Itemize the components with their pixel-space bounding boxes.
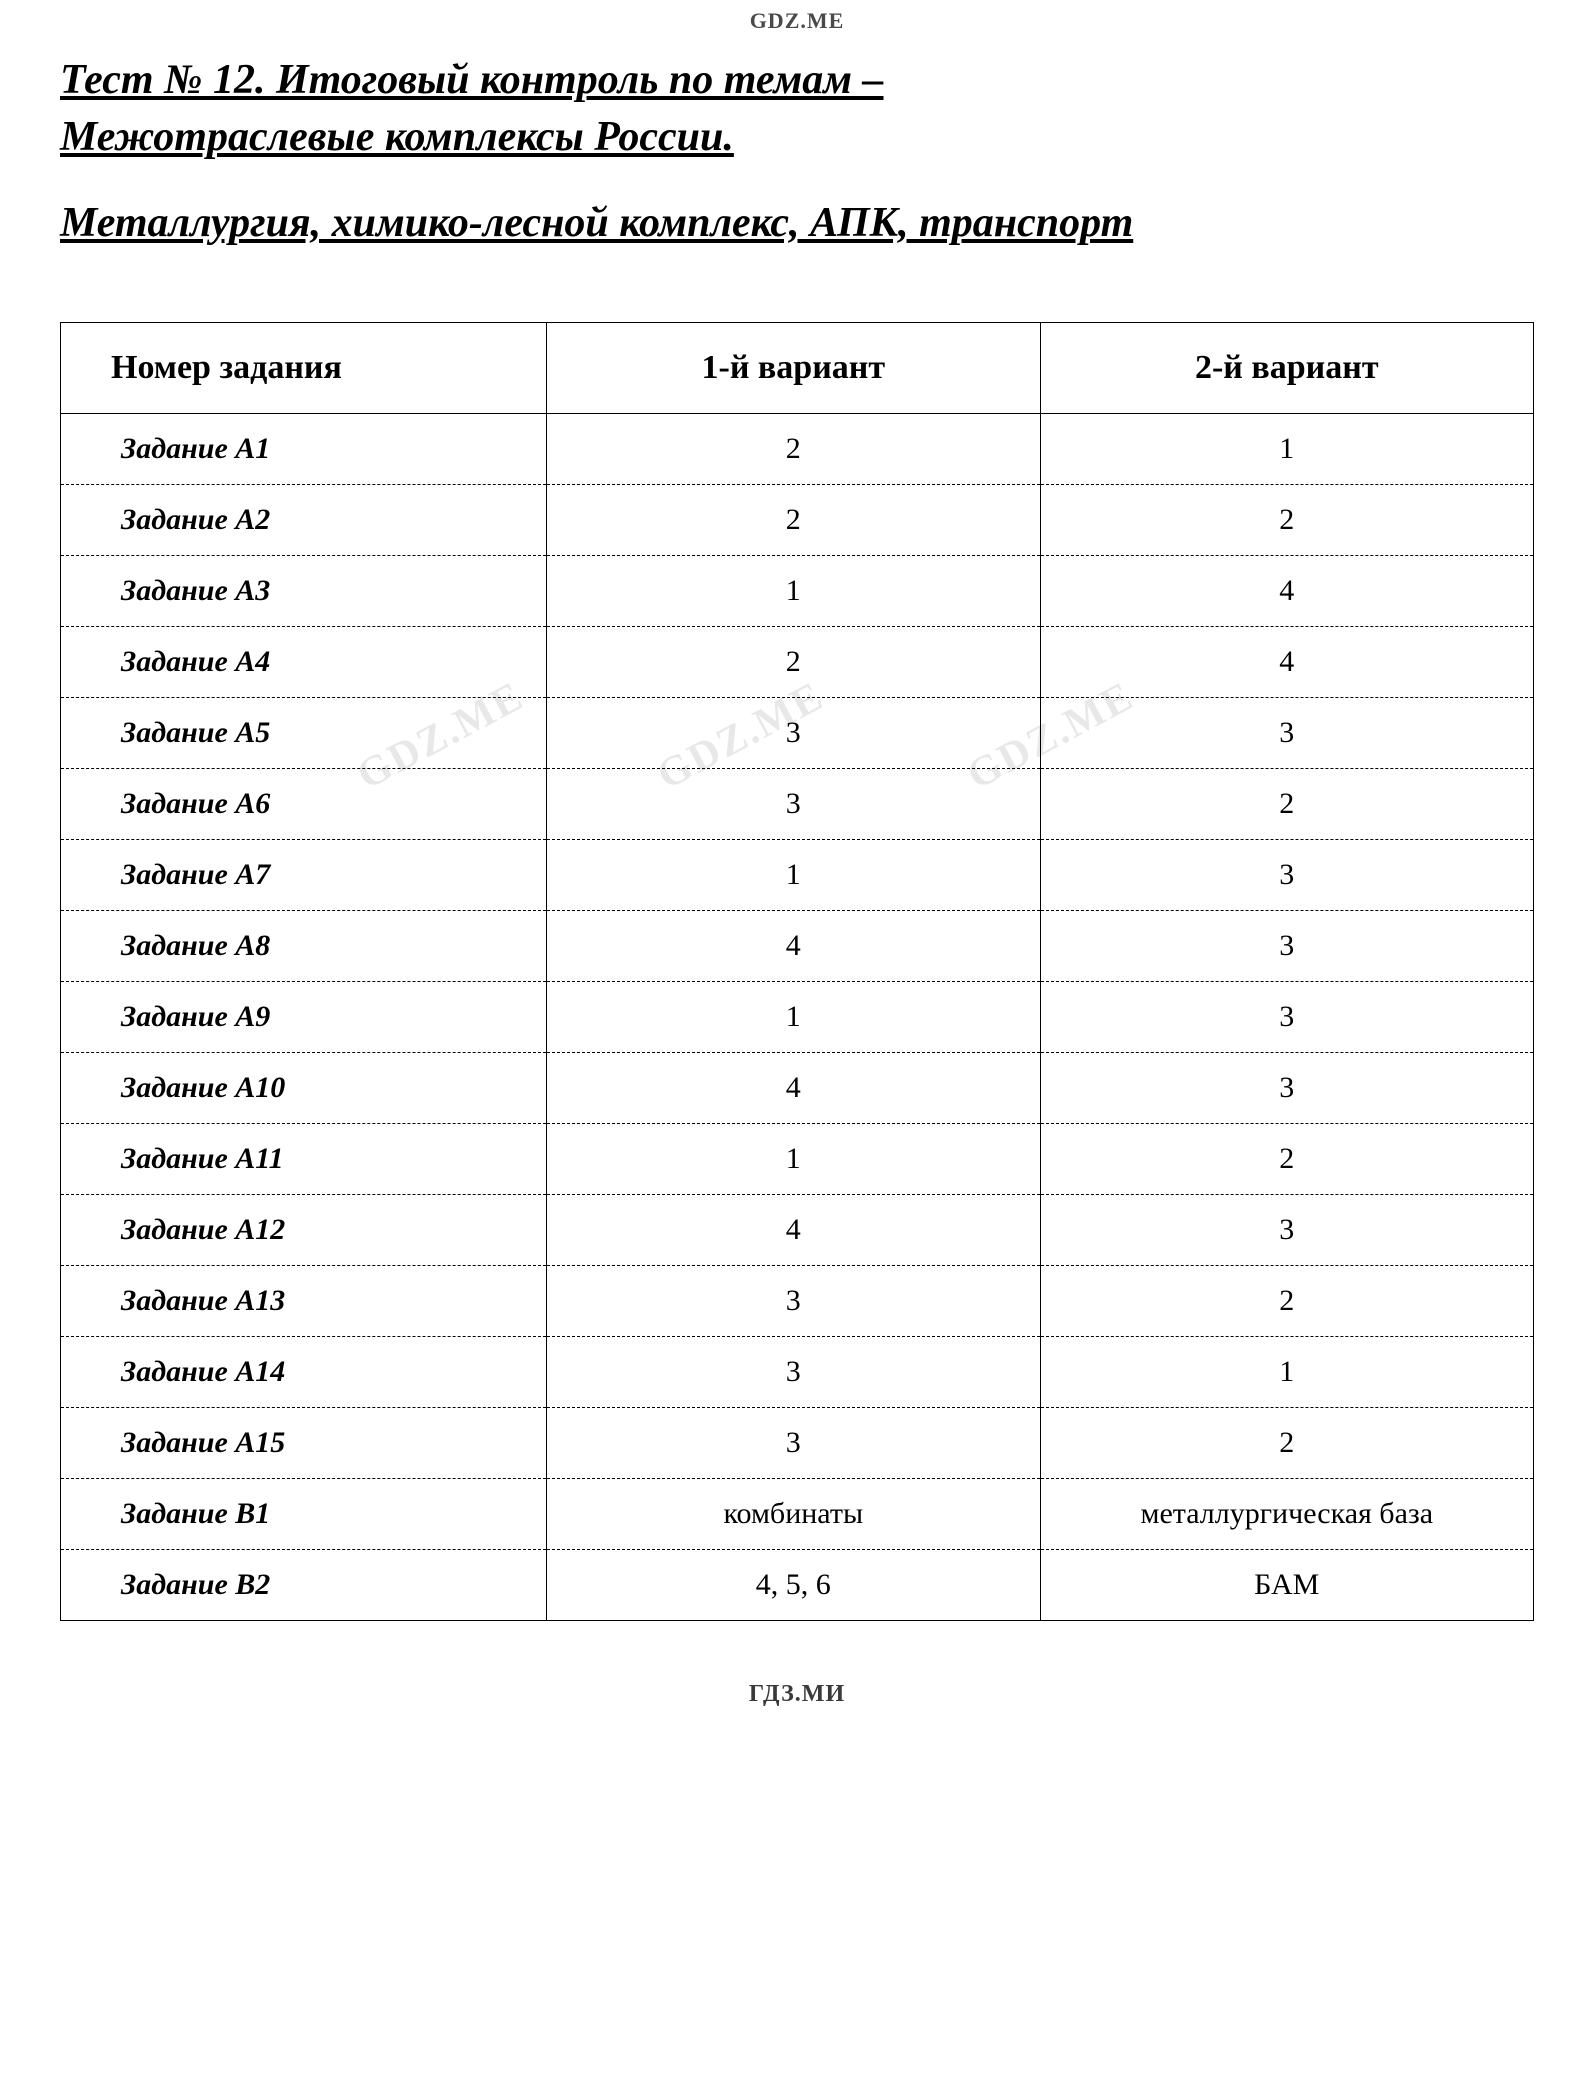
variant2-cell: 2 — [1040, 769, 1533, 840]
variant1-cell: 4 — [547, 911, 1040, 982]
table-row: Задание A1332 — [61, 1266, 1534, 1337]
variant2-cell: 3 — [1040, 1195, 1533, 1266]
col-header-variant1: 1-й вариант — [547, 323, 1040, 414]
task-cell: Задание A7 — [61, 840, 547, 911]
variant1-cell: 4 — [547, 1195, 1040, 1266]
table-row: Задание A1112 — [61, 1124, 1534, 1195]
watermark-bottom: ГДЗ.МИ — [60, 1621, 1534, 1728]
table-row: Задание B1комбинатыметаллургическая база — [61, 1479, 1534, 1550]
table-row: Задание A843 — [61, 911, 1534, 982]
table-row: Задание A314 — [61, 556, 1534, 627]
table-header-row: Номер задания 1-й вариант 2-й вариант — [61, 323, 1534, 414]
variant1-cell: 3 — [547, 698, 1040, 769]
variant1-cell: 2 — [547, 485, 1040, 556]
task-cell: Задание A10 — [61, 1053, 547, 1124]
variant2-cell: 4 — [1040, 556, 1533, 627]
variant2-cell: 2 — [1040, 1124, 1533, 1195]
table-row: Задание A222 — [61, 485, 1534, 556]
table-container: GDZ.ME GDZ.ME GDZ.ME Номер задания 1-й в… — [60, 322, 1534, 1621]
table-body: Задание A121Задание A222Задание A314Зада… — [61, 414, 1534, 1621]
variant1-cell: 3 — [547, 1266, 1040, 1337]
variant2-cell: 3 — [1040, 982, 1533, 1053]
variant1-cell: комбинаты — [547, 1479, 1040, 1550]
col-header-task: Номер задания — [61, 323, 547, 414]
variant1-cell: 3 — [547, 1408, 1040, 1479]
col-header-variant2: 2-й вариант — [1040, 323, 1533, 414]
variant2-cell: 3 — [1040, 1053, 1533, 1124]
table-row: Задание A913 — [61, 982, 1534, 1053]
variant1-cell: 3 — [547, 769, 1040, 840]
variant2-cell: 2 — [1040, 1408, 1533, 1479]
variant1-cell: 1 — [547, 840, 1040, 911]
variant1-cell: 2 — [547, 414, 1040, 485]
variant1-cell: 4 — [547, 1053, 1040, 1124]
task-cell: Задание A13 — [61, 1266, 547, 1337]
task-cell: Задание A12 — [61, 1195, 547, 1266]
watermark-top: GDZ.ME — [60, 0, 1534, 42]
variant2-cell: 1 — [1040, 1337, 1533, 1408]
variant1-cell: 1 — [547, 1124, 1040, 1195]
task-cell: Задание B1 — [61, 1479, 547, 1550]
title-line-1: Тест № 12. Итоговый контроль по темам – — [60, 52, 1534, 109]
variant1-cell: 1 — [547, 982, 1040, 1053]
subtitle-line: Металлургия, химико-лесной комплекс, АПК… — [60, 195, 1534, 252]
task-cell: Задание A5 — [61, 698, 547, 769]
task-cell: Задание A6 — [61, 769, 547, 840]
variant2-cell: БАМ — [1040, 1550, 1533, 1621]
variant2-cell: 2 — [1040, 1266, 1533, 1337]
table-row: Задание A121 — [61, 414, 1534, 485]
task-cell: Задание A9 — [61, 982, 547, 1053]
task-cell: Задание A8 — [61, 911, 547, 982]
answers-table: Номер задания 1-й вариант 2-й вариант За… — [60, 322, 1534, 1621]
table-row: Задание A632 — [61, 769, 1534, 840]
table-row: Задание A1532 — [61, 1408, 1534, 1479]
title-block: Тест № 12. Итоговый контроль по темам – … — [60, 52, 1534, 252]
table-row: Задание A424 — [61, 627, 1534, 698]
variant2-cell: 1 — [1040, 414, 1533, 485]
variant1-cell: 1 — [547, 556, 1040, 627]
variant1-cell: 3 — [547, 1337, 1040, 1408]
variant1-cell: 4, 5, 6 — [547, 1550, 1040, 1621]
task-cell: Задание A15 — [61, 1408, 547, 1479]
variant1-cell: 2 — [547, 627, 1040, 698]
task-cell: Задание A1 — [61, 414, 547, 485]
variant2-cell: 3 — [1040, 698, 1533, 769]
variant2-cell: 2 — [1040, 485, 1533, 556]
table-row: Задание A1043 — [61, 1053, 1534, 1124]
table-row: Задание B24, 5, 6БАМ — [61, 1550, 1534, 1621]
task-cell: Задание A11 — [61, 1124, 547, 1195]
task-cell: Задание A4 — [61, 627, 547, 698]
table-row: Задание A1243 — [61, 1195, 1534, 1266]
variant2-cell: 3 — [1040, 911, 1533, 982]
table-row: Задание A1431 — [61, 1337, 1534, 1408]
table-row: Задание A533 — [61, 698, 1534, 769]
task-cell: Задание A3 — [61, 556, 547, 627]
task-cell: Задание B2 — [61, 1550, 547, 1621]
variant2-cell: 3 — [1040, 840, 1533, 911]
task-cell: Задание A14 — [61, 1337, 547, 1408]
variant2-cell: 4 — [1040, 627, 1533, 698]
task-cell: Задание A2 — [61, 485, 547, 556]
table-row: Задание A713 — [61, 840, 1534, 911]
variant2-cell: металлургическая база — [1040, 1479, 1533, 1550]
title-line-2: Межотраслевые комплексы России. — [60, 109, 1534, 166]
